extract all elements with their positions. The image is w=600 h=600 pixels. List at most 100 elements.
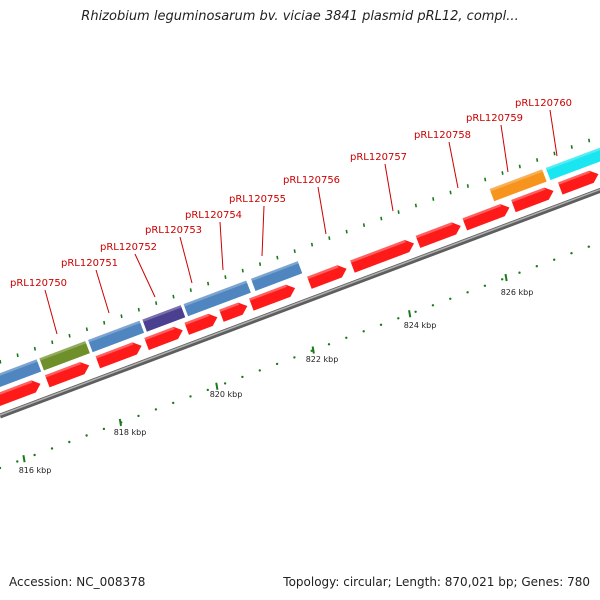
- cds-arrow: [348, 238, 416, 274]
- leader-line: [448, 141, 459, 189]
- outer-tick: [570, 145, 573, 149]
- scale-dot: [362, 330, 365, 333]
- map-title: Rhizobium leguminosarum bv. viciae 3841 …: [81, 9, 519, 24]
- cds-arrow: [94, 341, 144, 370]
- scale-dot: [466, 291, 469, 294]
- scale-major-tick: [408, 310, 412, 318]
- scale-dot: [16, 460, 19, 463]
- outer-tick: [588, 138, 591, 143]
- outer-tick: [536, 158, 539, 162]
- scale-label: 820 kbp: [210, 390, 243, 399]
- scale-dot: [206, 388, 209, 392]
- cds-arrow-sheen: [248, 284, 287, 301]
- outer-tick: [207, 281, 210, 286]
- scale-dot: [189, 395, 192, 398]
- cds-arrow-sheen: [306, 264, 339, 280]
- cds-arrow-sheen: [557, 170, 591, 185]
- scale-major-tick: [311, 346, 315, 354]
- scale-dot: [241, 375, 244, 379]
- leader-line: [549, 109, 558, 157]
- cds-arrow: [142, 325, 185, 352]
- scale-dot: [327, 343, 331, 346]
- scale-dot: [258, 369, 261, 372]
- outer-tick: [397, 210, 400, 214]
- scale-labels: 816 kbp 818 kbp 820 kbp 822 kbp 824 kbp 826 k…: [19, 288, 534, 475]
- cds-arrow-sheen: [349, 239, 406, 263]
- gene-label-pRL120751: pRL120751: [61, 258, 118, 269]
- cds-arrow: [509, 186, 555, 214]
- cds-arrow-sheen: [510, 187, 546, 203]
- gene-label-pRL120755: pRL120755: [229, 194, 286, 205]
- scale-ticks: [22, 273, 508, 463]
- gene-box: [182, 279, 253, 318]
- outer-tick: [120, 314, 123, 319]
- gene-box-sheen: [87, 320, 141, 343]
- outer-tick: [518, 164, 521, 169]
- gene-label-pRL120753: pRL120753: [145, 225, 202, 236]
- gene-box: [86, 319, 146, 354]
- scale-dot: [449, 297, 452, 300]
- gene-label-pRL120757: pRL120757: [350, 152, 407, 163]
- gene-label-pRL120750: pRL120750: [10, 278, 67, 289]
- gene-label-pRL120759: pRL120759: [466, 113, 523, 124]
- scale-dot: [68, 440, 71, 444]
- backbone-track: [0, 187, 600, 419]
- scale-dot: [414, 310, 417, 313]
- gene-box-sheen: [0, 358, 38, 376]
- outer-tick: [189, 288, 192, 293]
- topology-text: Topology: circular; Length: 870,021 bp; …: [283, 575, 590, 589]
- scale-label: 816 kbp: [19, 466, 52, 475]
- outer-tick: [380, 216, 383, 221]
- outer-tick: [103, 320, 106, 325]
- backbone-line: [0, 187, 600, 419]
- gene-box-sheen: [250, 260, 300, 282]
- scale-dot: [501, 278, 504, 281]
- scale-dot: [483, 284, 487, 287]
- gene-label-pRL120758: pRL120758: [414, 130, 471, 141]
- leader-line: [384, 163, 394, 212]
- outer-tick: [345, 229, 348, 234]
- scale-label: 818 kbp: [114, 428, 147, 437]
- leader-line: [44, 289, 58, 335]
- gene-label-pRL120752: pRL120752: [100, 242, 157, 253]
- cds-arrow: [43, 360, 91, 389]
- cds-arrow: [305, 264, 349, 291]
- cds-arrow: [414, 221, 463, 250]
- outer-tick: [328, 236, 331, 240]
- label-leaders: [44, 109, 558, 335]
- outer-tick: [484, 177, 487, 182]
- gene-box: [544, 146, 600, 182]
- outer-tick: [258, 262, 262, 267]
- scale-dot: [102, 427, 106, 431]
- scale-dot: [50, 447, 54, 450]
- scale-dot: [345, 336, 348, 339]
- outer-tick: [362, 223, 366, 227]
- scale-dot: [33, 453, 36, 457]
- outer-tick: [51, 340, 54, 345]
- scale-dot: [553, 258, 556, 261]
- scale-major-tick: [118, 418, 123, 427]
- gene-box-sheen: [489, 168, 544, 192]
- leader-line: [95, 269, 110, 314]
- scale-major-tick: [504, 273, 508, 282]
- scale-dot: [85, 434, 88, 437]
- gene-box: [0, 358, 43, 389]
- outer-tick: [276, 255, 279, 260]
- cds-arrow: [461, 202, 511, 232]
- backbone-highlight: [0, 188, 600, 416]
- outer-tick: [466, 184, 469, 188]
- scale-dot: [0, 466, 2, 470]
- gene-box-sheen: [141, 304, 183, 323]
- leader-line: [219, 221, 224, 271]
- outer-tick: [414, 203, 418, 208]
- scale-major-tick: [22, 455, 26, 463]
- gene-label-pRL120754: pRL120754: [185, 210, 242, 221]
- outer-tick: [553, 151, 556, 156]
- outer-tick: [68, 333, 71, 338]
- scale-dot: [137, 414, 140, 418]
- accession-text: Accession: NC_008378: [9, 575, 146, 589]
- scale-label: 822 kbp: [306, 355, 339, 364]
- cds-arrow-sheen: [218, 302, 240, 313]
- outer-tick: [432, 197, 435, 201]
